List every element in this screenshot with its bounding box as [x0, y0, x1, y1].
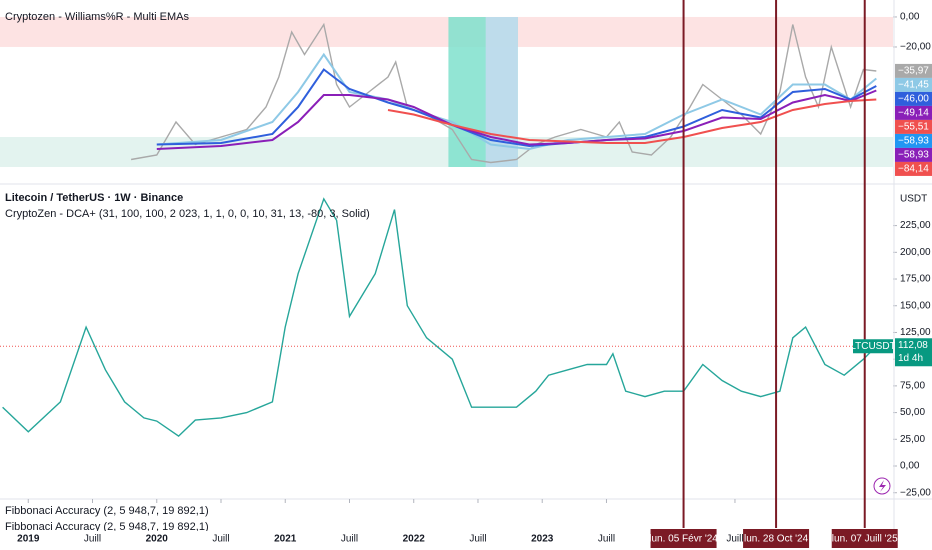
price-label: −58,93	[898, 136, 929, 147]
x-tick-label: Juill	[84, 534, 101, 545]
y-tick-label: 175,00	[900, 274, 931, 285]
last-price-label: 112,08	[898, 340, 928, 351]
x-tick-label: 2022	[403, 534, 426, 545]
series-line	[156, 52, 877, 151]
y-tick-label: 0,00	[900, 12, 920, 23]
y-tick-label: 0,00	[900, 461, 920, 472]
x-tick-label: 2019	[17, 534, 40, 545]
date-marker-box	[831, 529, 898, 548]
alert-icon-bolt	[879, 480, 886, 492]
series-line	[130, 22, 877, 164]
y-tick-label: −25,00	[900, 487, 931, 498]
date-marker-box	[650, 529, 717, 548]
x-tick-label: 2023	[531, 534, 554, 545]
countdown-label: 1d 4h	[898, 353, 923, 364]
x-tick-label: 2020	[146, 534, 169, 545]
price-label-box	[895, 133, 932, 148]
y-tick-label: 50,00	[900, 407, 925, 418]
overlay: 0,00 −20,00 −35,97 −41,45 −46,00 −49,14 −55,51…	[17, 0, 932, 548]
x-tick-label: Juill	[469, 534, 486, 545]
price-label: −46,00	[898, 94, 929, 105]
date-marker-box	[743, 529, 810, 548]
price-label-box	[895, 105, 932, 120]
x-tick-label: 2021	[274, 534, 297, 545]
symbol-box	[853, 339, 893, 354]
y-tick-label: 150,00	[900, 300, 931, 311]
y-tick-label: 200,00	[900, 247, 931, 258]
last-price-box	[895, 338, 932, 367]
price-label-box	[895, 119, 932, 134]
indicator-title: Fibbonaci Accuracy (2, 5 948,7, 19 892,1…	[5, 521, 209, 533]
price-label-box	[895, 63, 932, 78]
price-label-box	[895, 77, 932, 92]
series-line	[156, 89, 877, 150]
indicator-title: Fibbonaci Accuracy (2, 5 948,7, 19 892,1…	[5, 505, 209, 517]
zone-band	[0, 16, 893, 47]
series-line	[156, 68, 877, 148]
date-marker-label: lun. 05 Févr '24	[649, 534, 718, 545]
indicator-title: Cryptozen - Williams%R - Multi EMAs	[5, 11, 189, 23]
price-label: −41,45	[898, 80, 929, 91]
x-tick-label: Juill	[341, 534, 358, 545]
y-tick-label: 225,00	[900, 220, 931, 231]
price-label: −55,51	[898, 122, 929, 133]
symbol-title: Litecoin / TetherUS · 1W · Binance	[5, 192, 183, 204]
price-label: −58,93	[898, 150, 929, 161]
y-tick-label: −20,00	[900, 42, 931, 53]
series-line	[2, 197, 877, 437]
plots	[0, 16, 897, 494]
y-tick-label: 25,00	[900, 434, 925, 445]
price-label-box	[895, 91, 932, 106]
zone-band	[0, 136, 893, 167]
price-label-box	[895, 161, 932, 176]
price-label: −35,97	[898, 66, 929, 77]
y-tick-label: 125,00	[900, 327, 931, 338]
currency-label: USDT	[900, 194, 927, 205]
indicator-params: CryptoZen - DCA+ (31, 100, 100, 2 023, 1…	[5, 208, 370, 220]
x-tick-label: Juill	[598, 534, 615, 545]
date-marker-label: lun. 07 Juill '25	[832, 534, 898, 545]
price-label-box	[895, 147, 932, 162]
price-label: −49,14	[898, 108, 929, 119]
date-marker-label: lun. 28 Oct '24	[744, 534, 809, 545]
symbol-label: LTCUSDT	[850, 341, 895, 352]
series-line	[387, 98, 877, 144]
x-tick-label: Juill	[726, 534, 743, 545]
price-label: −84,14	[898, 164, 929, 175]
y-tick-label: 75,00	[900, 381, 925, 392]
x-tick-label: Juill	[212, 534, 229, 545]
